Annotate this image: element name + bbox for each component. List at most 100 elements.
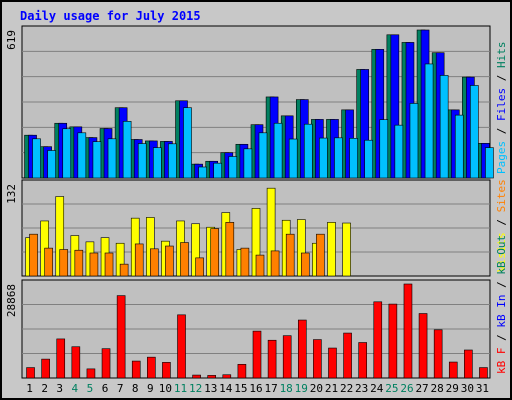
y-max-label: 619 — [5, 30, 18, 50]
x-tick-label-day-3: 3 — [56, 382, 63, 395]
legend-part: Pages — [495, 141, 508, 174]
legend-part: / — [495, 68, 508, 88]
bar-pages-day-9 — [153, 147, 162, 179]
bar-sites-day-2 — [44, 247, 53, 277]
bar-kb-f-day-17 — [267, 339, 277, 379]
x-tick-label-day-14: 14 — [219, 382, 233, 395]
chart-panel-1: 619 Pages / Files / Hits — [5, 25, 508, 179]
bar-pages-day-22 — [349, 138, 358, 179]
bar-sites-day-1 — [29, 233, 38, 277]
x-tick-label-day-1: 1 — [26, 382, 33, 395]
y-max-label: 28868 — [5, 284, 18, 317]
legend-part: / — [495, 212, 508, 232]
bar-pages-day-14 — [228, 156, 238, 179]
bar-pages-day-1 — [32, 138, 41, 179]
x-tick-label-day-27: 27 — [415, 382, 428, 395]
bar-kb-f-day-7 — [116, 295, 126, 379]
x-tick-label-day-11: 11 — [174, 382, 187, 395]
bar-pages-day-3 — [62, 128, 72, 179]
x-tick-label-day-21: 21 — [325, 382, 338, 395]
bar-pages-day-18 — [288, 138, 298, 179]
bar-pages-day-10 — [168, 143, 177, 179]
bar-kb-f-day-29 — [448, 361, 458, 379]
bar-pages-day-27 — [424, 63, 434, 179]
legend-part: kB Out — [495, 235, 508, 275]
series-kb-f — [26, 283, 488, 379]
bar-sites-day-8 — [134, 243, 144, 277]
bar-kb-f-day-30 — [464, 349, 473, 379]
bar-sites-day-4 — [74, 249, 84, 277]
x-tick-label-day-31: 31 — [476, 382, 489, 395]
x-tick-label-day-19: 19 — [295, 382, 308, 395]
bar-pages-day-2 — [47, 150, 56, 179]
legend-part: kB In — [495, 295, 508, 328]
bar-sites-day-12 — [195, 257, 204, 277]
legend-part: / — [495, 328, 508, 348]
bar-pages-day-26 — [409, 103, 419, 179]
x-axis-labels: 1 2 3 4 5 6 7 8 9 10 11 12 13 14 15 16 17 18 19 20 21 22 23 24 2… — [26, 382, 489, 395]
bar-pages-day-17 — [273, 122, 283, 179]
x-tick-label-day-23: 23 — [355, 382, 368, 395]
bar-kb-f-day-28 — [433, 329, 443, 379]
bar-kb-f-day-1 — [26, 367, 35, 379]
bar-kb-f-day-31 — [479, 367, 488, 379]
x-tick-label-day-20: 20 — [310, 382, 323, 395]
bar-kb-f-day-26 — [403, 283, 413, 379]
bar-pages-day-13 — [213, 162, 223, 179]
bar-visits-day-22 — [342, 222, 351, 277]
legend-part: / — [495, 275, 508, 295]
bar-pages-day-20 — [319, 137, 328, 179]
bar-pages-day-15 — [243, 148, 253, 179]
bar-sites-day-17 — [270, 250, 280, 277]
bar-kb-f-day-6 — [101, 348, 111, 379]
x-tick-label-day-9: 9 — [147, 382, 154, 395]
legend-part: Sites — [495, 179, 508, 212]
bar-sites-day-20 — [316, 233, 325, 277]
legend-part: / — [495, 121, 508, 141]
bar-sites-day-5 — [89, 252, 99, 277]
bar-sites-day-3 — [59, 249, 69, 277]
bar-kb-f-day-24 — [373, 301, 383, 379]
bar-sites-day-6 — [104, 252, 114, 277]
series-sites — [29, 222, 325, 277]
bar-kb-f-day-18 — [282, 335, 292, 379]
x-tick-label-day-5: 5 — [87, 382, 94, 395]
x-tick-label-day-10: 10 — [159, 382, 172, 395]
bar-sites-day-14 — [225, 222, 235, 277]
series-legend-label: kB F / kB In / kB Out — [495, 235, 508, 374]
bar-pages-day-16 — [258, 132, 268, 179]
x-tick-label-day-12: 12 — [189, 382, 202, 395]
bar-sites-day-15 — [240, 247, 250, 277]
x-tick-label-day-15: 15 — [234, 382, 247, 395]
x-tick-label-day-8: 8 — [132, 382, 139, 395]
bar-kb-f-day-19 — [297, 319, 307, 379]
bar-pages-day-4 — [77, 132, 87, 179]
bar-sites-day-7 — [119, 263, 129, 277]
chart-panels: 619 Pages / Files / Hits 132 Visits / Sites… — [5, 25, 508, 379]
bar-pages-day-19 — [303, 123, 313, 179]
y-max-label: 132 — [5, 184, 18, 204]
bar-sites-day-16 — [255, 254, 265, 277]
bar-pages-day-12 — [198, 166, 207, 179]
x-tick-label-day-2: 2 — [41, 382, 48, 395]
bar-kb-f-day-14 — [222, 374, 232, 379]
bar-pages-day-21 — [334, 137, 343, 179]
bar-pages-day-28 — [439, 75, 449, 179]
bar-sites-day-18 — [285, 233, 295, 277]
bar-kb-f-day-4 — [71, 346, 81, 379]
x-tick-label-day-24: 24 — [370, 382, 384, 395]
bar-kb-f-day-10 — [162, 362, 171, 379]
bar-sites-day-10 — [165, 245, 174, 277]
bar-sites-day-19 — [300, 252, 310, 277]
bar-kb-f-day-5 — [86, 368, 96, 379]
bar-pages-day-23 — [364, 139, 373, 179]
bar-pages-day-24 — [379, 119, 389, 179]
bar-kb-f-day-25 — [388, 303, 398, 379]
legend-part: Visits — [495, 232, 508, 272]
bar-kb-f-day-21 — [328, 347, 337, 379]
bar-kb-f-day-2 — [41, 358, 50, 379]
x-tick-label-day-17: 17 — [264, 382, 277, 395]
bar-sites-day-11 — [180, 242, 189, 277]
legend-part: Hits — [495, 42, 508, 69]
